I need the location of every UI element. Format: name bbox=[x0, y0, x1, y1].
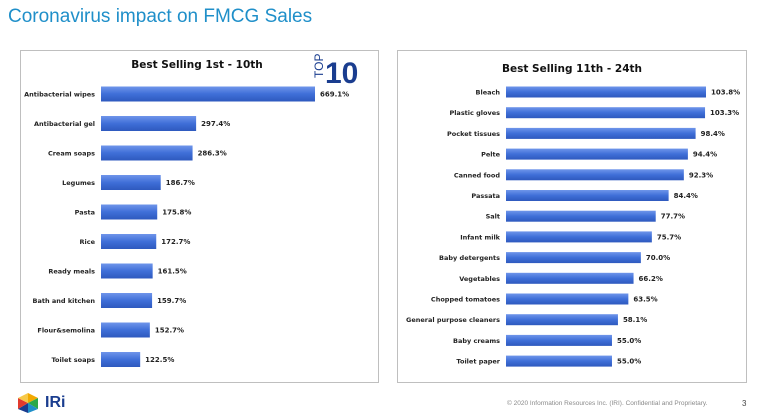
category-label: General purpose cleaners bbox=[406, 316, 500, 324]
bar bbox=[506, 148, 688, 160]
data-label: 175.8% bbox=[162, 209, 191, 217]
data-label: 297.4% bbox=[201, 120, 230, 128]
category-label: Chopped tomatoes bbox=[431, 296, 500, 304]
top10-chart-panel: Best Selling 1st - 10th TOP 10 Antibacte… bbox=[20, 50, 379, 383]
bar bbox=[101, 86, 315, 102]
bar bbox=[506, 86, 706, 98]
bar bbox=[506, 210, 656, 222]
page-number: 3 bbox=[742, 399, 747, 408]
category-label: Bath and kitchen bbox=[33, 297, 96, 305]
bar bbox=[506, 231, 652, 243]
category-label: Vegetables bbox=[459, 275, 500, 283]
data-label: 103.3% bbox=[710, 109, 739, 117]
bar bbox=[101, 116, 197, 131]
top10-badge: TOP 10 bbox=[312, 54, 358, 90]
data-label: 669.1% bbox=[320, 91, 349, 99]
data-label: 92.3% bbox=[689, 171, 713, 179]
category-label: Passata bbox=[471, 192, 500, 200]
ranks-11-24-bar-chart: Best Selling 11th - 24th Bleach 103.8% Pla… bbox=[406, 63, 740, 367]
category-label: Bleach bbox=[476, 89, 501, 97]
bar bbox=[506, 169, 684, 181]
category-label: Infant milk bbox=[460, 233, 500, 241]
category-label: Toilet paper bbox=[456, 358, 500, 366]
bar bbox=[506, 293, 629, 305]
category-label: Legumes bbox=[62, 179, 95, 187]
category-label: Rice bbox=[80, 238, 96, 246]
data-label: 152.7% bbox=[155, 327, 184, 335]
bar bbox=[101, 263, 153, 279]
bar bbox=[506, 127, 696, 139]
data-label: 66.2% bbox=[639, 275, 663, 283]
data-label: 70.0% bbox=[646, 254, 670, 262]
data-label: 94.4% bbox=[693, 151, 717, 159]
category-label: Pelte bbox=[481, 151, 501, 159]
data-label: 75.7% bbox=[657, 233, 681, 241]
bar bbox=[506, 314, 618, 326]
category-label: Antibacterial wipes bbox=[24, 91, 95, 99]
data-label: 159.7% bbox=[157, 297, 186, 305]
bar bbox=[506, 252, 641, 264]
bar bbox=[101, 145, 193, 161]
data-label: 186.7% bbox=[166, 179, 195, 187]
data-label: 63.5% bbox=[633, 296, 657, 304]
slide-title: Coronavirus impact on FMCG Sales bbox=[8, 6, 313, 27]
category-label: Antibacterial gel bbox=[34, 120, 95, 128]
category-label: Ready meals bbox=[48, 268, 95, 276]
bar bbox=[506, 190, 669, 201]
category-label: Pasta bbox=[75, 209, 95, 217]
chart-title: Best Selling 1st - 10th bbox=[131, 59, 263, 71]
category-label: Plastic gloves bbox=[449, 109, 500, 117]
category-label: Cream soaps bbox=[48, 150, 95, 158]
data-label: 286.3% bbox=[198, 150, 227, 158]
bar bbox=[101, 234, 157, 249]
bar bbox=[101, 175, 161, 190]
data-label: 84.4% bbox=[674, 192, 698, 200]
bar bbox=[506, 272, 634, 284]
data-label: 98.4% bbox=[701, 130, 725, 138]
category-label: Baby creams bbox=[453, 337, 500, 345]
data-label: 103.8% bbox=[711, 89, 740, 97]
bar bbox=[506, 334, 612, 346]
data-label: 161.5% bbox=[158, 268, 187, 276]
category-label: Canned food bbox=[454, 171, 500, 179]
category-label: Salt bbox=[486, 213, 500, 221]
category-label: Baby detergents bbox=[439, 254, 500, 262]
badge-top-label: TOP bbox=[312, 54, 326, 78]
bar bbox=[101, 352, 141, 367]
data-label: 172.7% bbox=[161, 238, 190, 246]
chart-title: Best Selling 11th - 24th bbox=[502, 63, 642, 75]
bar bbox=[506, 355, 612, 367]
copyright-footer: © 2020 Information Resources Inc. (IRI).… bbox=[507, 400, 708, 407]
data-label: 55.0% bbox=[617, 337, 641, 345]
category-label: Flour&semolina bbox=[37, 327, 95, 335]
data-label: 58.1% bbox=[623, 316, 647, 324]
bar bbox=[506, 107, 706, 119]
ranks-11-24-chart-panel: Best Selling 11th - 24th Bleach 103.8% Pla… bbox=[397, 50, 747, 383]
bar bbox=[101, 322, 150, 338]
iri-logo-icon bbox=[16, 392, 40, 414]
data-label: 122.5% bbox=[145, 356, 174, 364]
data-label: 55.0% bbox=[617, 358, 641, 366]
iri-logo-text: IRi bbox=[45, 394, 66, 411]
bar bbox=[101, 204, 158, 220]
top10-bar-chart: Best Selling 1st - 10th TOP 10 Antibacte… bbox=[24, 54, 358, 367]
data-label: 77.7% bbox=[661, 213, 685, 221]
category-label: Pocket tissues bbox=[447, 130, 500, 138]
badge-number: 10 bbox=[325, 57, 358, 90]
bar bbox=[101, 293, 153, 308]
category-label: Toilet soaps bbox=[51, 356, 95, 364]
